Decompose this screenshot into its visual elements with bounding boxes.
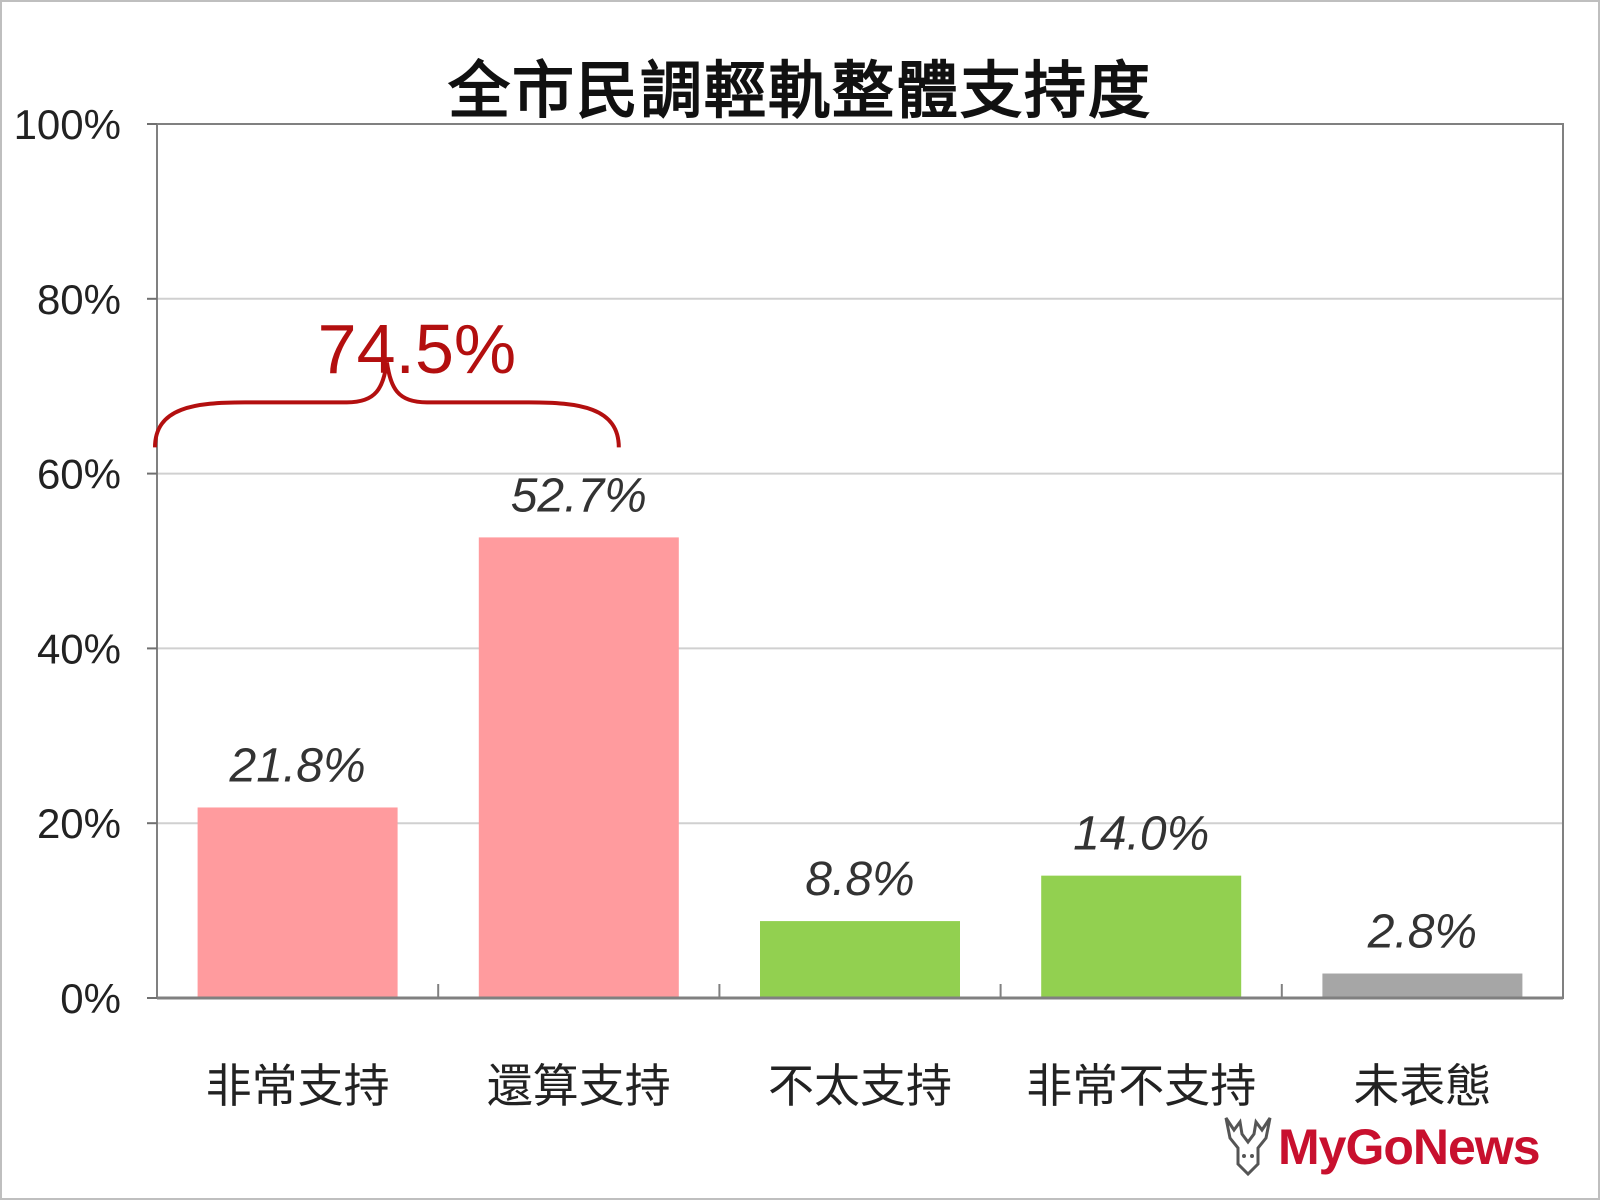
annotation-brace bbox=[153, 362, 621, 448]
y-tick-label: 80% bbox=[37, 276, 121, 323]
data-label: 14.0% bbox=[1073, 808, 1209, 861]
y-axis-ticks: 0% 20% 40% 60% 80% 100% bbox=[14, 101, 157, 1022]
x-tick-label: 非常不支持 bbox=[1026, 1059, 1256, 1113]
annotation: 74.5% bbox=[153, 310, 621, 448]
y-tick-label: 60% bbox=[37, 451, 121, 498]
bar bbox=[197, 807, 398, 998]
bar bbox=[478, 537, 679, 998]
annotation-label: 74.5% bbox=[318, 310, 516, 388]
deer-logo-icon bbox=[1224, 1117, 1272, 1177]
data-label: 2.8% bbox=[1367, 906, 1477, 959]
x-tick-label: 未表態 bbox=[1353, 1059, 1491, 1113]
x-tick-label: 非常支持 bbox=[206, 1059, 390, 1113]
data-label: 21.8% bbox=[229, 739, 366, 792]
data-labels: 21.8% 52.7% 8.8% 14.0% 2.8% bbox=[229, 469, 1478, 958]
bar bbox=[1041, 875, 1242, 998]
chart-title: 全市民調輕軌整體支持度 bbox=[447, 54, 1152, 127]
x-axis-ticks: 非常支持 還算支持 不太支持 非常不支持 未表態 bbox=[157, 984, 1563, 1113]
x-tick-label: 還算支持 bbox=[487, 1059, 671, 1113]
watermark-text: MyGoNews bbox=[1278, 1119, 1541, 1175]
data-label: 52.7% bbox=[511, 469, 647, 522]
x-tick-label: 不太支持 bbox=[768, 1059, 952, 1113]
y-tick-label: 100% bbox=[14, 101, 121, 148]
y-tick-label: 40% bbox=[37, 625, 121, 672]
bar bbox=[760, 921, 960, 998]
bar bbox=[1322, 973, 1523, 998]
y-tick-label: 20% bbox=[37, 800, 121, 847]
y-tick-label: 0% bbox=[60, 975, 121, 1022]
bars bbox=[197, 537, 1523, 998]
data-label: 8.8% bbox=[805, 853, 914, 906]
mygonews-logo: MyGoNews bbox=[1220, 1110, 1580, 1190]
